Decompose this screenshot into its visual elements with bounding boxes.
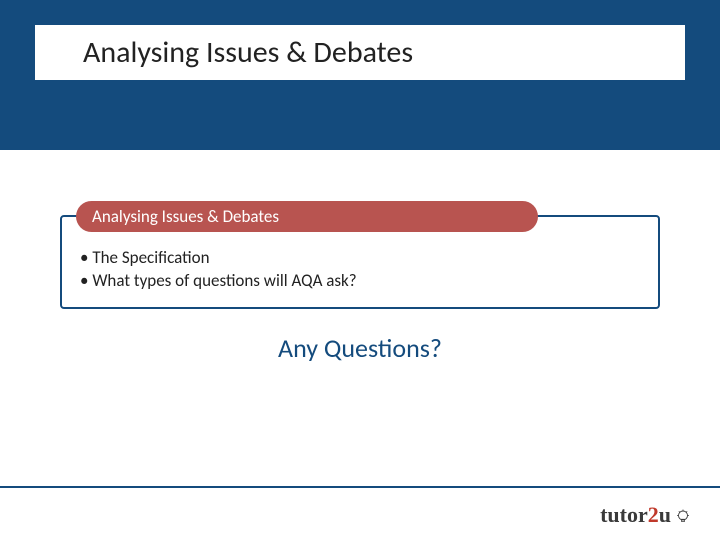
tutor2u-logo: tutor2u: [600, 502, 692, 528]
list-item: What types of questions will AQA ask?: [80, 270, 640, 293]
content-box-header: Analysing Issues & Debates: [76, 201, 538, 232]
any-questions-text: Any Questions?: [0, 332, 720, 364]
slide: Analysing Issues & Debates Analysing Iss…: [0, 0, 720, 540]
list-item: The Specification: [80, 247, 640, 270]
lightbulb-icon: [674, 506, 692, 524]
footer-divider: [0, 486, 720, 488]
logo-text-part1: tutor: [600, 502, 648, 528]
content-box: Analysing Issues & Debates The Specifica…: [60, 215, 660, 309]
slide-title: Analysing Issues & Debates: [83, 34, 413, 71]
bullet-list: The Specification What types of question…: [80, 247, 640, 293]
title-overlay: Analysing Issues & Debates: [35, 25, 685, 80]
logo-text-part2: 2: [648, 502, 659, 528]
logo-text-part3: u: [659, 502, 671, 528]
